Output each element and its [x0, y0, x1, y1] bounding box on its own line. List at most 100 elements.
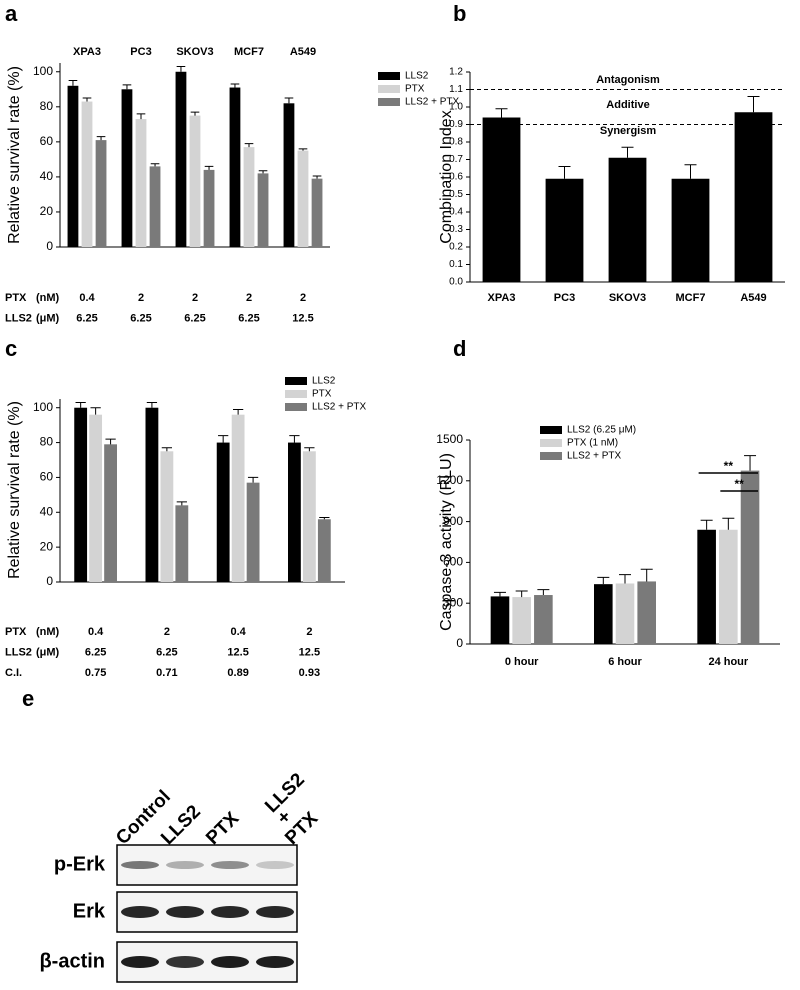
condition-value: 0.75: [85, 667, 106, 679]
y-tick-label: 0.5: [449, 189, 463, 200]
bar: [594, 584, 613, 644]
condition-value: 2: [192, 292, 198, 304]
blot-band: [166, 861, 204, 869]
bar: [216, 442, 230, 582]
condition-value: 12.5: [299, 646, 320, 658]
y-tick-label: 0: [456, 636, 463, 650]
annotation: Synergism: [600, 125, 656, 137]
category-label: A549: [740, 292, 766, 304]
category-label: SKOV3: [609, 292, 646, 304]
bar: [482, 117, 521, 282]
panel-label: a: [5, 1, 18, 26]
bar: [81, 101, 93, 247]
y-tick-label: 0.2: [449, 242, 463, 253]
legend-swatch: [540, 439, 562, 447]
y-tick-label: 0.7: [449, 154, 463, 165]
bar: [89, 414, 103, 582]
legend-swatch: [378, 72, 400, 80]
bar: [534, 595, 553, 644]
bar: [608, 157, 647, 282]
condition-label: PTX: [5, 292, 27, 304]
y-tick-label: 1.2: [449, 67, 463, 78]
bar: [740, 470, 760, 644]
y-tick-label: 80: [40, 99, 54, 113]
bar: [697, 529, 716, 644]
error-bar: [161, 447, 173, 452]
y-tick-label: 0.6: [449, 172, 463, 183]
error-bar: [722, 517, 735, 530]
bar: [311, 178, 323, 247]
condition-value: 2: [300, 292, 306, 304]
bar: [243, 147, 255, 247]
error-bar: [176, 501, 187, 506]
y-tick-label: 40: [40, 504, 54, 518]
error-bar: [136, 113, 146, 120]
panel-label: b: [453, 1, 466, 26]
bar: [297, 150, 309, 247]
category-label: MCF7: [676, 292, 706, 304]
panel-label: d: [453, 336, 466, 361]
legend-label: PTX: [405, 84, 425, 95]
condition-value: 12.5: [227, 646, 248, 658]
category-label: MCF7: [234, 46, 264, 58]
legend-swatch: [540, 426, 562, 434]
error-bar: [90, 407, 101, 415]
error-bar: [232, 408, 244, 415]
condition-unit: (μM): [36, 312, 60, 324]
blot-band: [211, 906, 249, 918]
y-tick-label: 100: [33, 400, 53, 414]
category-label: XPA3: [73, 46, 101, 58]
condition-value: 0.71: [156, 667, 177, 679]
y-tick-label: 0: [46, 574, 53, 588]
bar: [288, 442, 301, 582]
y-tick-label: 40: [40, 169, 54, 183]
condition-value: 12.5: [292, 312, 313, 324]
condition-unit: (nM): [36, 292, 60, 304]
row-label: β-actin: [39, 950, 105, 972]
legend-swatch: [540, 452, 562, 460]
condition-value: 6.25: [130, 312, 151, 324]
error-bar: [82, 97, 92, 102]
category-label: PC3: [130, 46, 151, 58]
bar: [231, 414, 245, 582]
y-axis-label: Relative survival rate (%): [6, 66, 23, 244]
error-bar: [230, 83, 240, 88]
error-bar: [105, 438, 116, 445]
error-bar: [204, 165, 214, 170]
error-bar: [319, 517, 330, 520]
error-bar: [258, 170, 268, 174]
error-bar: [619, 574, 631, 584]
category-label: 0 hour: [505, 656, 539, 668]
y-axis-label: Combination Index: [438, 110, 455, 243]
condition-value: 6.25: [85, 646, 106, 658]
y-tick-label: 1200: [436, 473, 463, 487]
blot-band: [256, 906, 294, 918]
condition-value: 0.4: [230, 626, 246, 638]
y-tick-label: 1.0: [449, 102, 463, 113]
error-bar: [284, 97, 294, 104]
bar: [203, 169, 215, 247]
blot-band: [256, 861, 294, 869]
bar: [257, 173, 269, 247]
error-bar: [640, 568, 653, 582]
legend-label: LLS2 + PTX: [567, 451, 622, 462]
row-label: p-Erk: [54, 853, 106, 875]
error-bar: [150, 163, 160, 167]
error-bar: [747, 96, 760, 113]
condition-value: 6.25: [156, 646, 177, 658]
category-label: 24 hour: [708, 656, 748, 668]
legend-swatch: [285, 390, 307, 398]
legend-label: LLS2 + PTX: [312, 402, 367, 413]
row-label: Erk: [73, 900, 106, 922]
condition-value: 2: [306, 626, 312, 638]
lane-label: PTX: [202, 808, 243, 849]
lane-label: LLS2: [261, 769, 309, 817]
error-bar: [493, 591, 506, 597]
bar: [121, 89, 133, 248]
error-bar: [289, 435, 300, 443]
legend-label: LLS2 (6.25 μM): [567, 425, 636, 436]
bar: [95, 140, 107, 247]
condition-label: LLS2: [5, 312, 32, 324]
error-bar: [597, 576, 610, 585]
